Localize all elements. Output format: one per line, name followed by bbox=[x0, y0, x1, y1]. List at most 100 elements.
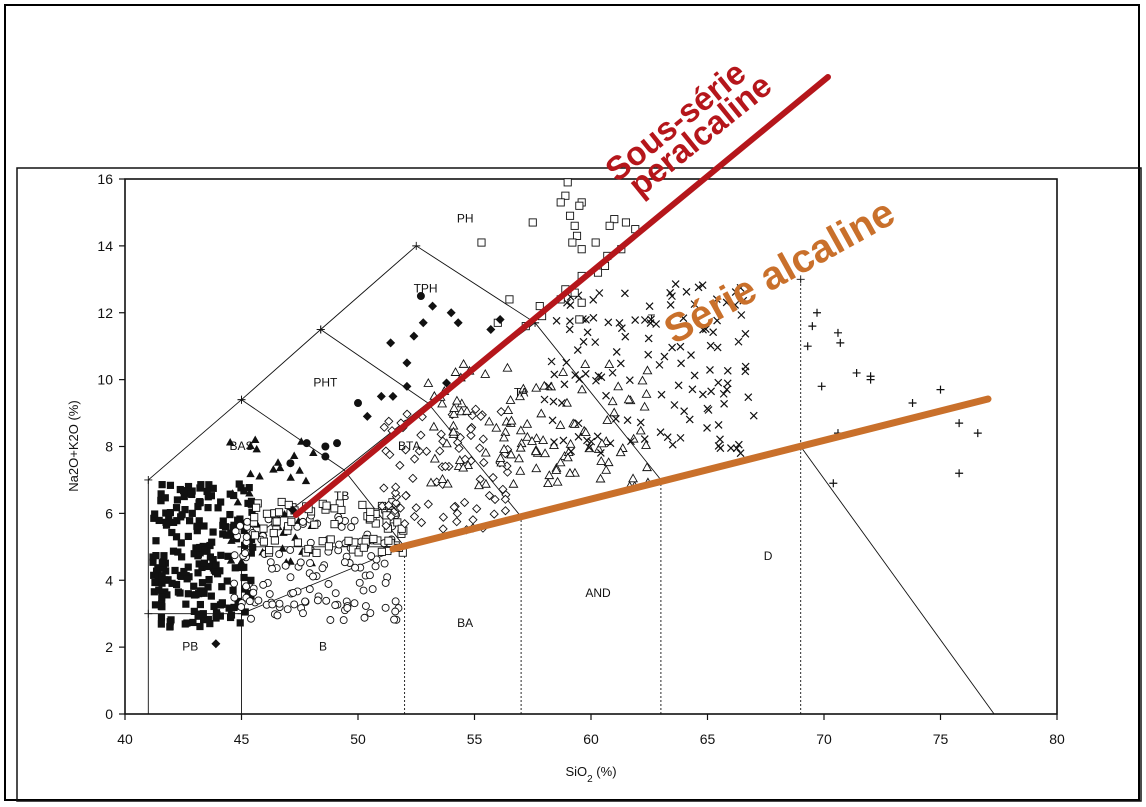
data-point-open-circle bbox=[381, 603, 390, 612]
data-point-filled-triangle bbox=[228, 489, 237, 497]
data-point-open-circle bbox=[368, 585, 377, 594]
data-point-open-triangle bbox=[428, 421, 439, 431]
data-point-open-triangle bbox=[540, 448, 551, 458]
data-point-open-circle bbox=[381, 578, 390, 587]
data-point-filled-square bbox=[238, 563, 246, 572]
data-point-open-diamond bbox=[379, 422, 389, 432]
data-point-plus bbox=[813, 308, 822, 317]
data-point-open-square bbox=[605, 221, 614, 230]
data-point-cross bbox=[734, 440, 743, 449]
data-point-filled-square bbox=[209, 484, 217, 492]
field-label-bta: BTA bbox=[398, 439, 420, 453]
data-point-open-diamond bbox=[416, 430, 426, 440]
data-point-open-square bbox=[312, 548, 321, 557]
data-point-open-triangle bbox=[454, 455, 465, 465]
data-point-cross bbox=[714, 421, 723, 429]
data-point-open-square bbox=[274, 508, 284, 517]
data-point-cross bbox=[687, 351, 695, 360]
data-point-open-square bbox=[366, 507, 375, 516]
data-point-open-circle bbox=[242, 582, 251, 591]
data-point-open-triangle bbox=[463, 460, 474, 469]
data-point-open-square bbox=[284, 500, 293, 509]
data-point-filled-square bbox=[236, 619, 244, 627]
data-point-open-circle bbox=[286, 573, 295, 582]
peralkaline-divider-line bbox=[293, 74, 831, 518]
data-point-cross bbox=[608, 368, 617, 377]
data-point-open-circle bbox=[361, 602, 370, 610]
data-point-filled-square bbox=[181, 506, 189, 514]
data-point-cross bbox=[574, 419, 583, 428]
data-point-open-square bbox=[287, 517, 296, 526]
data-point-filled-square bbox=[247, 576, 255, 584]
data-point-cross bbox=[589, 313, 598, 322]
data-point-filled-square bbox=[174, 548, 182, 556]
data-point-open-square bbox=[259, 537, 268, 546]
data-point-cross bbox=[606, 439, 615, 448]
vertex-tick bbox=[316, 325, 325, 334]
data-point-filled-square bbox=[183, 619, 191, 627]
data-point-filled-square bbox=[218, 583, 226, 591]
data-point-cross bbox=[749, 411, 758, 420]
data-point-open-diamond bbox=[395, 460, 405, 471]
data-point-filled-diamond bbox=[446, 308, 456, 318]
data-point-cross bbox=[550, 370, 559, 379]
vertex-tick bbox=[796, 275, 805, 284]
data-point-filled-square bbox=[177, 572, 185, 580]
data-point-filled-square bbox=[155, 586, 163, 594]
data-point-open-square bbox=[277, 497, 286, 507]
data-point-open-circle bbox=[335, 540, 343, 549]
data-point-plus bbox=[852, 368, 861, 377]
data-point-cross bbox=[560, 380, 569, 389]
field-label-b: B bbox=[319, 639, 327, 653]
x-tick-label: 80 bbox=[1049, 731, 1065, 747]
data-point-cross bbox=[544, 382, 553, 390]
data-point-open-triangle bbox=[530, 446, 541, 456]
data-point-filled-square bbox=[168, 579, 176, 587]
data-point-cross bbox=[566, 317, 574, 326]
y-tick-label: 16 bbox=[97, 171, 113, 187]
data-point-open-square bbox=[250, 531, 259, 540]
data-point-open-circle bbox=[339, 616, 348, 625]
data-point-filled-circle bbox=[302, 439, 311, 448]
data-point-open-circle bbox=[343, 603, 352, 612]
data-point-filled-square bbox=[151, 510, 159, 518]
data-point-cross bbox=[581, 369, 590, 378]
data-point-open-triangle bbox=[596, 438, 607, 448]
data-point-open-square bbox=[556, 198, 565, 207]
data-point-open-diamond bbox=[475, 443, 485, 453]
data-point-open-triangle bbox=[496, 457, 507, 467]
y-tick-label: 6 bbox=[105, 505, 113, 521]
data-point-cross bbox=[668, 343, 677, 352]
data-point-filled-square bbox=[150, 571, 158, 579]
data-point-cross bbox=[714, 378, 723, 387]
data-point-open-diamond bbox=[466, 430, 476, 441]
field-label-d: D bbox=[764, 549, 773, 563]
data-point-open-circle bbox=[230, 551, 239, 560]
data-point-open-triangle bbox=[623, 394, 634, 404]
data-point-open-diamond bbox=[438, 524, 448, 534]
data-point-open-diamond bbox=[395, 503, 406, 513]
data-point-open-triangle bbox=[451, 395, 462, 405]
y-tick-label: 4 bbox=[105, 572, 113, 588]
data-point-open-diamond bbox=[386, 511, 396, 522]
data-point-filled-square bbox=[160, 552, 168, 560]
field-label-pb: PB bbox=[182, 639, 198, 653]
data-point-open-diamond bbox=[459, 497, 470, 508]
data-point-filled-square bbox=[173, 496, 182, 504]
data-point-open-triangle bbox=[522, 418, 533, 428]
data-point-cross bbox=[625, 376, 634, 385]
data-point-cross bbox=[688, 385, 697, 394]
data-point-cross bbox=[640, 316, 649, 324]
data-point-filled-square bbox=[192, 591, 200, 599]
data-point-filled-triangle bbox=[245, 489, 254, 497]
field-label-t: T bbox=[648, 312, 656, 326]
data-point-filled-square bbox=[150, 588, 158, 596]
field-label-tb: TB bbox=[334, 489, 349, 503]
data-point-plus bbox=[817, 382, 826, 391]
data-point-open-square bbox=[269, 528, 278, 538]
data-point-filled-square bbox=[193, 522, 201, 530]
data-point-open-circle bbox=[281, 561, 290, 570]
data-point-cross bbox=[744, 393, 753, 402]
x-tick-label: 45 bbox=[234, 731, 250, 747]
data-point-cross bbox=[698, 281, 707, 290]
